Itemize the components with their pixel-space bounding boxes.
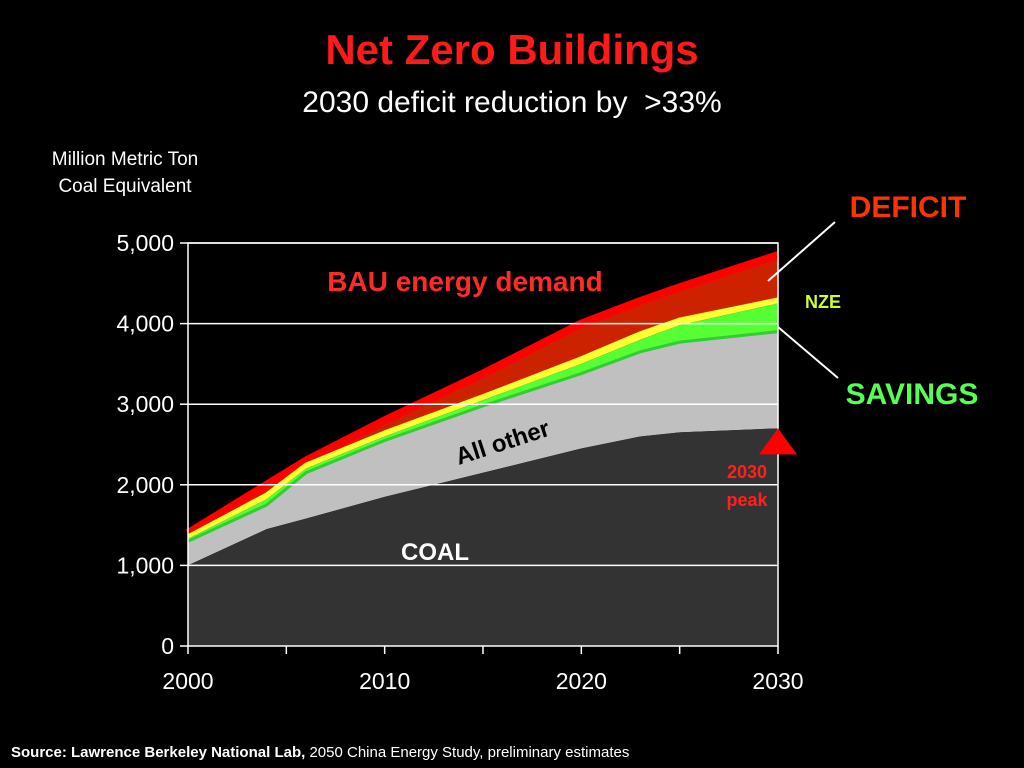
x-tick-label-0: 2000 xyxy=(162,668,213,694)
y-tick-label-5: 5,000 xyxy=(116,230,174,256)
savings-leader-line xyxy=(777,326,839,379)
y-tick-label-1: 1,000 xyxy=(116,552,174,578)
savings-base-line xyxy=(187,330,779,543)
peak-marker-triangle xyxy=(759,428,797,455)
label-savings: SAVINGS xyxy=(846,378,979,411)
slide-subtitle: 2030 deficit reduction by >33% xyxy=(302,86,722,119)
y-tick-label-4: 4,000 xyxy=(116,311,174,337)
y-axis-label-line2: Coal Equivalent xyxy=(58,176,192,197)
label-bau-demand: BAU energy demand xyxy=(327,266,602,297)
y-tick-label-2: 2,000 xyxy=(116,472,174,498)
y-tick-label-3: 3,000 xyxy=(116,391,174,417)
y-axis-label-line1: Million Metric Ton xyxy=(51,149,199,170)
deficit-leader-line xyxy=(767,221,836,282)
coal-area xyxy=(188,428,778,646)
label-coal: COAL xyxy=(401,539,469,566)
label-peak-word: peak xyxy=(726,490,768,510)
savings-area xyxy=(188,303,778,542)
x-tick-label-1: 2010 xyxy=(359,668,410,694)
y-tick-label-0: 0 xyxy=(161,633,174,659)
y-axis-label: Million Metric Ton Coal Equivalent xyxy=(20,146,230,200)
source-note: Source: Lawrence Berkeley National Lab, … xyxy=(11,744,629,761)
bau-demand-line xyxy=(185,251,780,537)
x-tick-label-3: 2030 xyxy=(752,668,803,694)
slide-title: Net Zero Buildings xyxy=(325,26,699,73)
label-peak-year: 2030 xyxy=(727,462,767,482)
label-nze: NZE xyxy=(805,292,841,312)
source-detail: 2050 China Energy Study, preliminary est… xyxy=(305,744,630,761)
label-deficit: DEFICIT xyxy=(850,191,967,224)
all-other-area xyxy=(188,331,778,566)
x-tick-label-2: 2020 xyxy=(556,668,607,694)
source-lead: Source: Lawrence Berkeley National Lab, xyxy=(11,744,306,761)
